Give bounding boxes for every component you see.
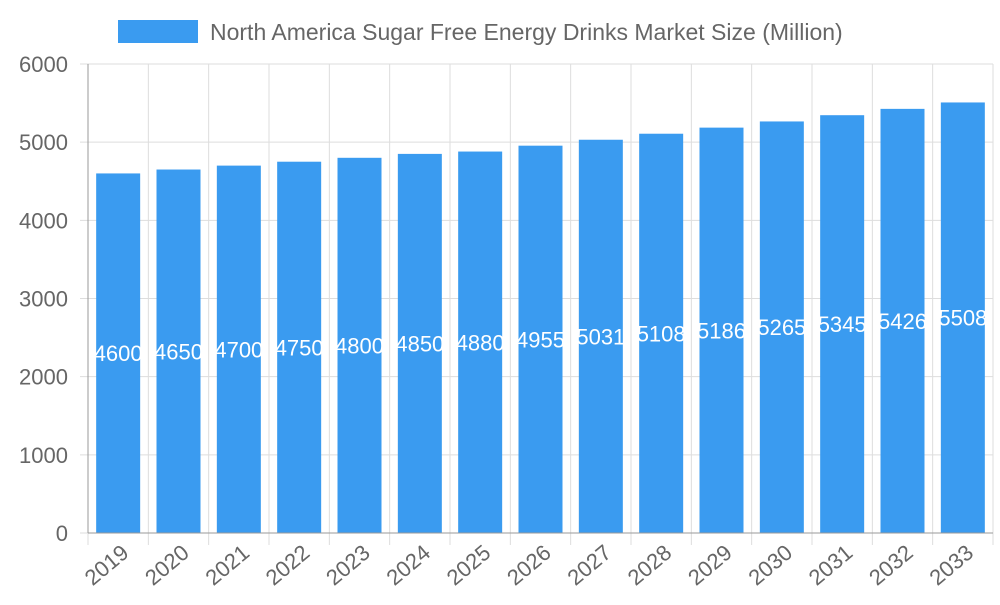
legend[interactable]: North America Sugar Free Energy Drinks M… xyxy=(118,19,843,45)
data-label: 5108 xyxy=(637,321,686,346)
y-tick-label: 2000 xyxy=(19,365,68,390)
legend-label: North America Sugar Free Energy Drinks M… xyxy=(210,19,843,45)
x-tick-label: 2020 xyxy=(140,540,194,591)
data-label: 4800 xyxy=(335,333,384,358)
data-label: 4955 xyxy=(516,327,565,352)
data-label: 5508 xyxy=(938,306,987,331)
data-label: 4880 xyxy=(456,330,505,355)
x-tick-label: 2024 xyxy=(381,540,435,591)
x-tick-label: 2029 xyxy=(683,540,737,591)
bars xyxy=(96,102,985,534)
bar xyxy=(759,121,804,533)
data-label: 5031 xyxy=(576,324,625,349)
data-label: 4700 xyxy=(214,337,263,362)
bar xyxy=(337,157,382,534)
y-tick-label: 0 xyxy=(56,521,68,546)
y-tick-label: 5000 xyxy=(19,130,68,155)
bar xyxy=(820,115,865,534)
x-tick-label: 2031 xyxy=(804,540,858,591)
y-tick-label: 4000 xyxy=(19,208,68,233)
bar xyxy=(96,173,141,533)
bar xyxy=(880,108,925,533)
data-label: 5265 xyxy=(757,315,806,340)
y-tick-label: 6000 xyxy=(19,52,68,77)
bar xyxy=(940,102,985,533)
bar xyxy=(639,133,684,533)
x-tick-label: 2028 xyxy=(623,540,677,591)
x-tick-label: 2025 xyxy=(442,540,496,591)
bar xyxy=(156,169,201,533)
data-label: 4650 xyxy=(154,339,203,364)
x-tick-label: 2026 xyxy=(502,540,556,591)
x-tick-label: 2027 xyxy=(562,540,616,591)
bar xyxy=(518,145,563,533)
data-labels: 4600 4650 4700 4750 4800 4850 4880 4955 5031 5108… xyxy=(94,306,988,366)
data-label: 4600 xyxy=(94,341,143,366)
bar xyxy=(216,165,261,533)
bar xyxy=(578,139,623,533)
y-tick-label: 3000 xyxy=(19,287,68,312)
x-tick-label: 2021 xyxy=(200,540,254,591)
bar xyxy=(699,127,744,533)
data-label: 4850 xyxy=(395,331,444,356)
data-label: 4750 xyxy=(275,335,324,360)
x-tick-label: 2032 xyxy=(864,540,918,591)
grid xyxy=(80,63,994,545)
data-label: 5345 xyxy=(818,312,867,337)
x-tick-label: 2030 xyxy=(743,540,797,591)
data-label: 5186 xyxy=(697,318,746,343)
x-tick-label: 2022 xyxy=(261,540,315,591)
legend-swatch xyxy=(118,20,198,43)
bar xyxy=(458,151,503,533)
bar xyxy=(397,153,442,533)
y-tick-label: 1000 xyxy=(19,443,68,468)
x-tick-label: 2023 xyxy=(321,540,375,591)
x-tick-label: 2019 xyxy=(80,540,134,591)
x-tick-label: 2033 xyxy=(924,540,978,591)
bar xyxy=(277,161,322,534)
data-label: 5426 xyxy=(878,309,927,334)
